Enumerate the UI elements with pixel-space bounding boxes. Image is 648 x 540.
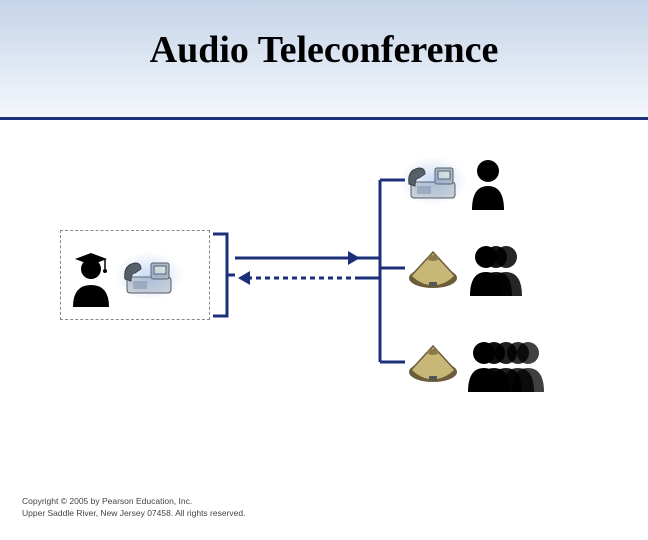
speaker-icon [405, 342, 461, 391]
page-title: Audio Teleconference [0, 28, 648, 72]
speaker-icon [405, 248, 461, 297]
footer-line-1: Copyright © 2005 by Pearson Education, I… [22, 496, 245, 508]
copyright-footer: Copyright © 2005 by Pearson Education, I… [22, 496, 245, 520]
people-group-3 [468, 240, 548, 301]
people-group-1 [470, 154, 520, 215]
phone-icon [121, 253, 177, 299]
graduate-silhouette-icon [67, 245, 115, 307]
teacher-node [60, 230, 210, 320]
teleconference-diagram [60, 150, 580, 450]
phone-icon [405, 158, 461, 204]
people-group-5 [466, 334, 576, 399]
footer-line-2: Upper Saddle River, New Jersey 07458. Al… [22, 508, 245, 520]
